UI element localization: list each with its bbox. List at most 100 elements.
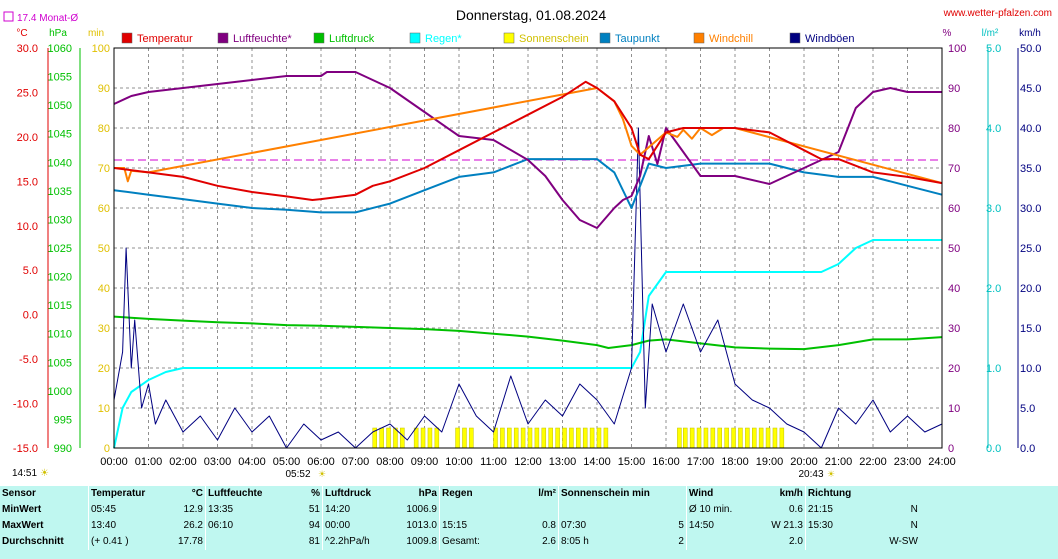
stats-cell: 8:05 h	[557, 534, 652, 550]
stats-cell: 05:45	[88, 502, 173, 518]
sunshine-bar	[569, 427, 574, 449]
tick-rain: 0.0	[986, 443, 1001, 455]
stats-h-wind-unit: km/h	[779, 488, 803, 499]
sunshine-bar	[703, 427, 709, 449]
tick-temp: -5.0	[19, 354, 38, 366]
tick-pressure: 1015	[48, 300, 72, 312]
stats-cell	[205, 534, 290, 550]
stats-cell: 2	[678, 536, 684, 547]
tick-x: 05:00	[273, 456, 301, 468]
legend-label: Luftdruck	[329, 33, 375, 45]
sunshine-bar	[758, 427, 764, 449]
legend-label: Windböen	[805, 33, 855, 45]
unit-humidity: %	[943, 28, 952, 39]
tick-temp: 20.0	[17, 132, 38, 144]
sunshine-bar	[469, 427, 474, 449]
stats-row-avg: Durchschnitt (+ 0.41 ) 17.78 81 ^2.2hPa/…	[0, 534, 920, 550]
stats-h-press: Luftdruck	[322, 486, 401, 502]
stats-cell: 14:50	[685, 518, 765, 534]
month-avg-label: 17.4 Monat-Ø	[17, 13, 78, 24]
stats-h-temp-unit: °C	[191, 488, 203, 499]
tick-sun: 70	[98, 163, 110, 175]
unit-rain: l/m²	[982, 28, 999, 39]
tick-x: 01:00	[135, 456, 163, 468]
tick-sun: 30	[98, 323, 110, 335]
stats-h-rain: Regen	[439, 486, 520, 502]
tick-pressure: 1020	[48, 272, 72, 284]
tick-humidity: 90	[948, 83, 960, 95]
stats-h-rain-unit: l/m²	[538, 488, 556, 499]
sunshine-bar	[548, 427, 553, 449]
tick-wind: 10.0	[1020, 363, 1041, 375]
sunshine-bar	[696, 427, 702, 449]
stats-cell	[557, 502, 652, 518]
stats-cell: 5	[678, 520, 684, 531]
tick-x: 12:00	[514, 456, 542, 468]
stats-cell: (+ 0.41 )	[88, 534, 173, 550]
tick-temp: -15.0	[13, 443, 38, 455]
stats-cell: Gesamt:	[439, 534, 520, 550]
sunshine-bar	[541, 427, 547, 449]
tick-sun: 0	[104, 443, 110, 455]
series-line-luftfeuchte	[113, 71, 942, 229]
stats-cell: 26.2	[183, 520, 203, 531]
stats-cell: 2.6	[542, 536, 556, 547]
stats-row-max: MaxWert 13:40 26.2 06:10 94 00:00 1013.0…	[0, 518, 920, 534]
tick-wind: 0.0	[1020, 443, 1035, 455]
stats-cell: 15:30	[804, 518, 886, 534]
axis-ticks: 30.0 25.0 20.0 15.0 10.0 5.0 0.0 -5.0 -10.0 -15.0…	[13, 43, 1042, 468]
tick-temp: 15.0	[17, 176, 38, 188]
tick-rain: 3.0	[986, 203, 1001, 215]
stats-cell: 0.6	[789, 504, 803, 515]
sunshine-bar	[413, 427, 419, 449]
legend-label: Regen*	[425, 33, 462, 45]
sunshine-bar	[717, 427, 722, 449]
stats-cell	[439, 502, 520, 518]
tick-sun: 60	[98, 203, 110, 215]
legend-label: Sonnenschein	[519, 33, 589, 45]
tick-pressure: 1005	[48, 357, 72, 369]
tick-wind: 5.0	[1020, 403, 1035, 415]
tick-rain: 1.0	[986, 363, 1001, 375]
sunshine-bar	[434, 427, 440, 449]
sunshine-bar	[724, 427, 729, 449]
stats-row-min: MinWert 05:45 12.9 13:35 51 14:20 1006.9…	[0, 502, 920, 518]
sunshine-bar	[534, 427, 540, 449]
unit-sun: min	[88, 28, 104, 39]
tick-x: 09:00	[411, 456, 439, 468]
tick-humidity: 70	[948, 163, 960, 175]
tick-pressure: 1035	[48, 186, 72, 198]
tick-humidity: 20	[948, 363, 960, 375]
sunshine-bar	[589, 427, 595, 449]
sunshine-bar	[731, 427, 736, 449]
tick-sun: 50	[98, 243, 110, 255]
sunshine-bar	[582, 427, 588, 449]
stats-label: Durchschnitt	[2, 536, 64, 547]
tick-pressure: 1010	[48, 329, 72, 341]
legend-swatch	[409, 32, 421, 44]
stats-cell: 2.0	[789, 536, 803, 547]
tick-x: 08:00	[376, 456, 404, 468]
legend-label: Taupunkt	[615, 33, 660, 45]
stats-cell: 00:00	[322, 518, 401, 534]
legend-label: Temperatur	[137, 33, 193, 45]
tick-x: 20:00	[790, 456, 818, 468]
sunshine-bar	[752, 427, 757, 449]
legend-swatch	[313, 32, 325, 44]
sunshine-bar	[779, 427, 785, 449]
stats-cell	[804, 534, 886, 550]
tick-x: 24:00	[928, 456, 956, 468]
stats-h-sensor: Sensor	[2, 488, 36, 499]
tick-temp: 30.0	[17, 43, 38, 55]
stats-panel: Sensor Temperatur °C Luftfeuchte % Luftd…	[0, 486, 1058, 559]
sunshine-bar	[562, 427, 567, 449]
moonrise-time: 14:51	[12, 468, 37, 479]
tick-x: 15:00	[618, 456, 646, 468]
tick-temp: -10.0	[13, 399, 38, 411]
site-label: www.wetter-pfalzen.com	[943, 8, 1052, 19]
tick-x: 13:00	[549, 456, 577, 468]
tick-x: 10:00	[445, 456, 473, 468]
series-line-regen	[113, 239, 942, 449]
sunshine-bar	[400, 427, 405, 449]
tick-temp: 0.0	[23, 310, 38, 322]
